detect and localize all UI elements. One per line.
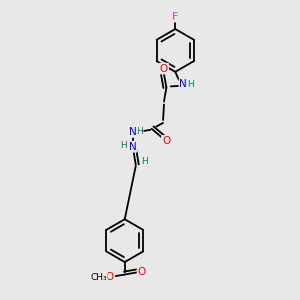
Text: H: H xyxy=(121,141,127,150)
Text: N: N xyxy=(129,127,136,137)
Text: CH₃: CH₃ xyxy=(90,273,107,282)
Text: N: N xyxy=(179,79,187,89)
Text: O: O xyxy=(160,64,168,74)
Text: F: F xyxy=(172,11,178,22)
Text: N: N xyxy=(129,142,136,152)
Text: H: H xyxy=(187,80,194,89)
Text: O: O xyxy=(138,267,146,277)
Text: H: H xyxy=(136,128,143,136)
Text: O: O xyxy=(106,272,114,282)
Text: O: O xyxy=(162,136,170,146)
Text: H: H xyxy=(141,157,148,166)
